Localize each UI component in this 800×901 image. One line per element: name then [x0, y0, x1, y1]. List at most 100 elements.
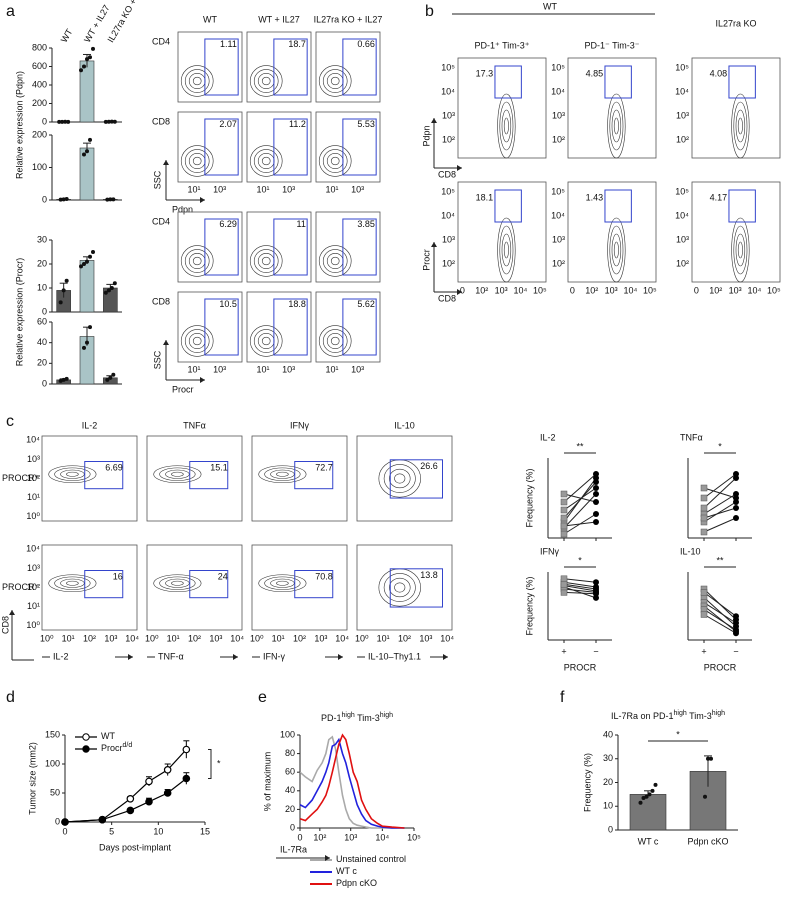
contour: [497, 217, 516, 283]
contour: [48, 574, 97, 593]
pair-point: [560, 575, 568, 583]
y-tick-label: 40: [603, 729, 613, 739]
y-tick-label: 20: [603, 777, 613, 787]
contour: [322, 69, 348, 93]
gate: [204, 218, 239, 276]
data-point: [111, 197, 116, 202]
plot-frame: [356, 544, 453, 631]
y-tick-label: 10⁵: [441, 186, 455, 196]
gate-value: 4.08: [710, 68, 728, 78]
gate-value: 26.6: [420, 461, 438, 471]
contour: [318, 145, 352, 177]
data-point: [112, 119, 117, 124]
x-tick-label: 0: [297, 832, 302, 842]
gate: [84, 461, 124, 490]
gate-value: 16: [113, 572, 123, 582]
contour: [270, 578, 295, 588]
column-header: IL27ra KO + IL27: [314, 14, 383, 24]
y-tick-label: 50: [50, 787, 60, 797]
y-tick-label: 10²: [442, 258, 455, 268]
y-tick-label: 20: [37, 358, 47, 368]
x-tick-label: 10⁴: [514, 285, 528, 295]
data-point: [79, 68, 83, 73]
pair-point: [700, 589, 708, 596]
x-tick-label: 10¹: [272, 633, 285, 643]
data-point: [82, 345, 86, 350]
contour: [188, 73, 206, 90]
plot-frame: [356, 435, 453, 522]
data-point: [63, 119, 68, 124]
y-tick-label: 10: [37, 282, 47, 292]
category-label: WT: [59, 27, 75, 45]
group-label: WT: [543, 1, 557, 11]
pair-line: [703, 602, 737, 624]
gate-value: 11.2: [289, 119, 306, 129]
pair-line: [563, 493, 597, 529]
gate: [604, 189, 632, 223]
panel-label: a: [6, 3, 15, 20]
pair-line: [703, 591, 737, 617]
arrow-head: [443, 654, 448, 660]
significance: *: [676, 729, 680, 739]
chart-title: IFNγ: [540, 546, 559, 556]
pair-point: [733, 495, 739, 501]
significance-bracket: [208, 749, 212, 779]
gate-value: 72.7: [315, 463, 333, 473]
plot-frame: [246, 31, 312, 103]
pair-line: [703, 487, 737, 499]
contour: [261, 76, 271, 86]
y-tick-label: 10: [603, 801, 613, 811]
contour: [192, 256, 202, 266]
contour: [165, 469, 190, 479]
contour: [737, 117, 743, 135]
gate-value: 0.66: [357, 39, 375, 49]
y-tick-label: 10²: [442, 134, 455, 144]
gate: [342, 38, 377, 96]
x-tick-label: 10³: [213, 184, 226, 194]
y-axis-label: Relative expression (Pdpn): [14, 71, 24, 179]
contour: [188, 253, 206, 270]
data-point: [88, 254, 92, 259]
contour: [261, 156, 271, 166]
data-point: [126, 794, 135, 803]
contour: [249, 145, 283, 177]
plot-frame: [567, 57, 657, 159]
x-tick-label: 10⁴: [624, 285, 638, 295]
legend-label: WT c: [336, 866, 357, 876]
pair-line: [703, 473, 737, 499]
pair-point: [593, 594, 599, 601]
pair-point: [560, 514, 568, 522]
x-tick-label: 10⁴: [748, 285, 762, 295]
contour: [257, 73, 275, 90]
gate-value: 5.62: [357, 299, 375, 309]
plot-frame: [146, 544, 243, 631]
plot-frame: [246, 211, 312, 283]
contour: [180, 325, 214, 357]
y-tick-label: 10²: [552, 258, 565, 268]
y-tick-label: 10⁴: [675, 210, 689, 220]
legend-label: Pdpn cKO: [336, 878, 377, 888]
x-tick-label: 0: [460, 285, 465, 295]
data-point: [58, 197, 63, 202]
y-tick-label: 10⁴: [675, 86, 689, 96]
row-label: CD4: [152, 36, 170, 46]
contour: [394, 473, 406, 484]
pair-line: [703, 493, 737, 515]
pair-point: [593, 511, 599, 517]
x-axis-label: PROCR: [704, 662, 737, 672]
x-tick-label: 10⁰: [355, 633, 369, 643]
data-point: [91, 250, 95, 254]
series-line: [64, 749, 187, 823]
arrow-head: [338, 654, 343, 660]
contour: [318, 245, 352, 277]
contour: [737, 241, 743, 259]
contour: [60, 578, 85, 588]
arrow-head: [163, 160, 169, 165]
contour: [184, 69, 210, 93]
gate: [494, 189, 522, 223]
data-point: [82, 152, 86, 157]
gate-value: 6.29: [219, 219, 237, 229]
x-tick-label: 10¹: [256, 364, 269, 374]
y-tick-label: 20: [285, 804, 295, 814]
y-axis-label: SSC: [152, 170, 162, 189]
